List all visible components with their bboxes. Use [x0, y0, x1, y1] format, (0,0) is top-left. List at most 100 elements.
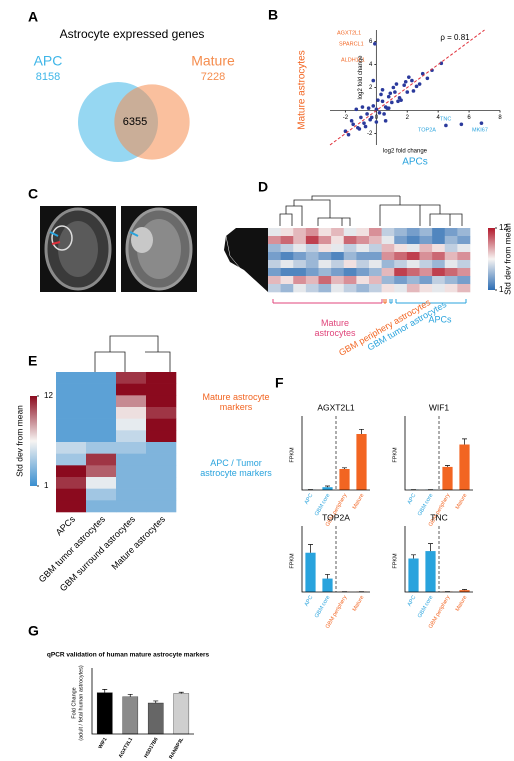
mri-lesion — [51, 225, 73, 251]
heatmap-cell — [406, 284, 420, 293]
heatmap-cell — [146, 407, 177, 419]
heatmap-cell — [432, 260, 446, 269]
point — [414, 84, 419, 89]
heatmap-cell — [394, 228, 408, 237]
heatmap-cell — [406, 228, 420, 237]
heatmap-cell — [318, 260, 332, 269]
heatmap-cell — [444, 268, 458, 277]
point — [393, 90, 397, 94]
error-bar — [342, 467, 347, 469]
point — [425, 76, 430, 81]
chart-title: qPCR validation of human mature astrocyt… — [47, 652, 210, 659]
arrow — [49, 231, 59, 237]
heatmap-cell — [116, 465, 147, 478]
point — [390, 100, 394, 105]
heatmap-cell — [444, 284, 458, 293]
point — [359, 115, 363, 120]
axis — [404, 416, 473, 491]
group-label: APCs — [402, 157, 428, 168]
heatmap-cell — [318, 268, 332, 277]
heatmap-cell — [406, 252, 420, 261]
colorbar-tick-label: 1 — [44, 481, 49, 490]
heatmap-cell — [56, 465, 87, 478]
gene-label: MKI67 — [472, 127, 488, 133]
point — [351, 122, 355, 127]
gene-label: TOP2A — [418, 127, 436, 133]
heatmap-cell — [381, 284, 395, 293]
heatmap-cell — [343, 284, 357, 293]
colorbar — [30, 396, 37, 486]
heatmap-cell — [432, 284, 446, 293]
heatmap-cell — [318, 276, 332, 285]
x-tick-label: WIF1 — [97, 736, 108, 750]
heatmap-cell — [146, 488, 177, 501]
axis — [404, 526, 473, 593]
y-tick-label: -2 — [367, 131, 373, 137]
point — [363, 124, 368, 129]
heatmap-cell — [457, 236, 471, 245]
heatmap-cell — [419, 244, 433, 253]
point — [374, 120, 379, 124]
chart-title: TOP2A — [322, 512, 350, 522]
heatmap-cell — [369, 236, 382, 245]
heatmap-cell — [146, 477, 177, 489]
heatmap-cell — [86, 500, 117, 513]
heatmap-cell — [86, 418, 117, 431]
heatmap-cell — [318, 228, 332, 237]
heatmap-cell — [369, 228, 382, 237]
set-size: 7228 — [201, 71, 225, 83]
heatmap-cell — [86, 465, 117, 478]
point — [386, 106, 391, 110]
heatmap-cell — [369, 244, 382, 253]
x-tick-label: 8 — [498, 115, 502, 121]
heatmap-cell — [432, 268, 446, 277]
annotation: ρ = 0.81 — [440, 33, 470, 42]
arrow — [129, 231, 139, 237]
colorbar-label: Std dev from mean — [502, 223, 512, 295]
venn-circle — [114, 84, 190, 160]
heatmap-cell — [406, 276, 420, 285]
error-bar — [153, 700, 159, 703]
bar — [459, 444, 470, 490]
heatmap-cell — [116, 407, 147, 419]
heatmap-cell — [56, 500, 87, 513]
gene-label: AGXT2L1 — [337, 30, 361, 36]
heatmap-cell — [318, 244, 332, 253]
gene-label: ALDH1L1 — [341, 57, 365, 63]
x-tick-label: APC — [304, 595, 315, 608]
heatmap-cell — [394, 276, 408, 285]
bar — [408, 558, 419, 592]
axis — [91, 668, 194, 735]
heatmap-cell — [86, 453, 117, 466]
heatmap-cell — [419, 228, 433, 237]
heatmap-cell — [331, 260, 345, 269]
heatmap-cell — [280, 228, 294, 237]
error-bar — [308, 544, 313, 553]
point — [371, 78, 376, 83]
set-size: 8158 — [36, 71, 60, 83]
colorbar-label: Std dev from mean — [14, 405, 24, 477]
heatmap-cell — [86, 430, 117, 443]
heatmap-cell — [305, 228, 319, 237]
heatmap-cell — [268, 260, 281, 269]
colorbar-tick-label: 1 — [499, 285, 504, 294]
heatmap-cell — [331, 276, 345, 285]
heatmap-cell — [318, 236, 332, 245]
heatmap-cell — [381, 228, 395, 237]
heatmap-cell — [305, 244, 319, 253]
chart-title: WIF1 — [429, 402, 450, 412]
x-tick-label: GBM core — [314, 595, 332, 619]
y-axis-label: FPKM — [289, 553, 295, 569]
heatmap-cell — [444, 236, 458, 245]
y-axis-label: Fold Change — [71, 687, 77, 719]
heatmap-cell — [381, 252, 395, 261]
point — [374, 107, 379, 112]
heatmap-cell — [343, 236, 357, 245]
heatmap-cell — [146, 500, 177, 513]
error-bar — [462, 589, 467, 591]
heatmap-cell — [381, 276, 395, 285]
heatmap-cell — [343, 276, 357, 285]
heatmap-cell — [146, 418, 177, 431]
group-label: APCs — [428, 314, 452, 324]
heatmap-cell — [146, 395, 177, 408]
